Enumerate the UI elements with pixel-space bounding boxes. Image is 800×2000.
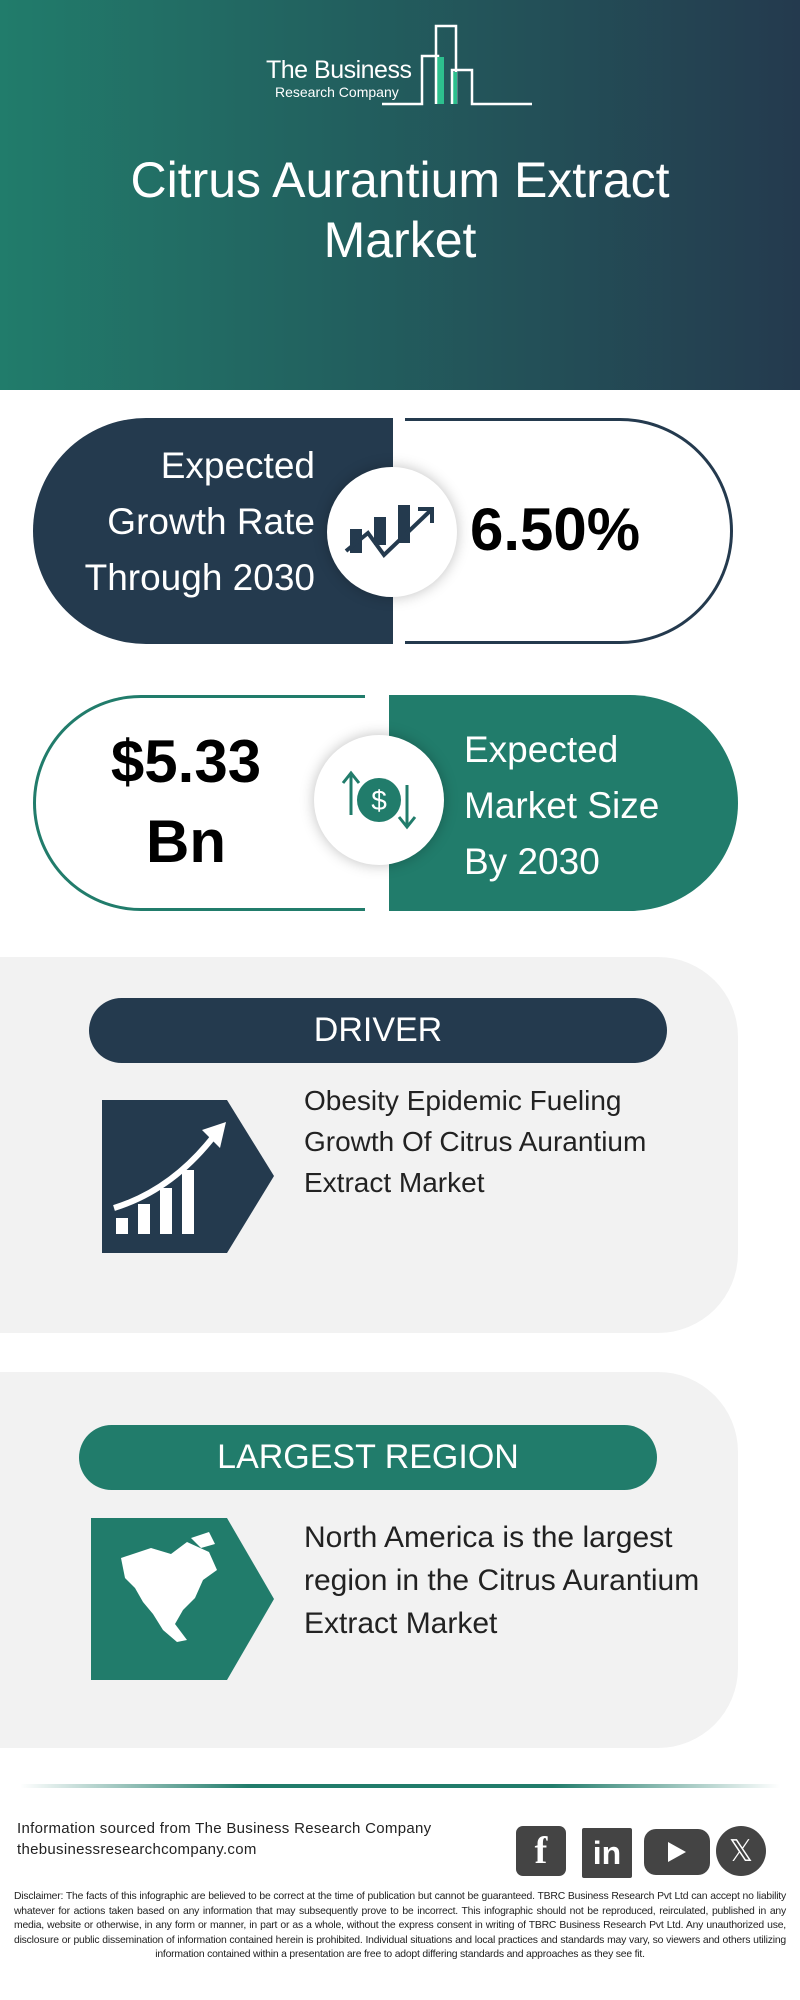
driver-text-line: Extract Market	[304, 1167, 485, 1198]
region-text-line: region in the Citrus Aurantium	[304, 1564, 700, 1597]
growth-chart-icon	[327, 467, 457, 597]
region-text: North America is the largest region in t…	[304, 1516, 699, 1645]
youtube-icon[interactable]	[644, 1829, 710, 1875]
svg-text:$: $	[371, 785, 387, 816]
region-heading: LARGEST REGION	[79, 1425, 657, 1490]
divider	[20, 1784, 780, 1788]
driver-heading: DRIVER	[89, 998, 667, 1063]
market-size-label: Expected Market Size By 2030	[464, 722, 659, 890]
facebook-icon[interactable]: f	[516, 1826, 566, 1876]
logo-text-line2: Research Company	[275, 84, 399, 100]
website-link[interactable]: thebusinessresearchcompany.com	[17, 1841, 257, 1858]
header-banner: The Business Research Company Citrus Aur…	[0, 0, 800, 390]
source-text: Information sourced from The Business Re…	[17, 1820, 432, 1837]
page-title: Citrus Aurantium Extract Market	[0, 150, 800, 270]
market-size-value-line: $5.33	[110, 728, 262, 795]
driver-text-line: Growth Of Citrus Aurantium	[304, 1126, 647, 1157]
rising-bars-icon	[102, 1100, 274, 1253]
market-size-unit: Bn	[146, 808, 226, 875]
title-line1: Citrus Aurantium Extract	[130, 152, 670, 208]
driver-text-line: Obesity Epidemic Fueling	[304, 1085, 622, 1116]
growth-rate-value: 6.50%	[470, 496, 641, 563]
growth-label-line: Expected	[160, 445, 315, 486]
logo-buildings-icon	[382, 24, 532, 106]
linkedin-icon[interactable]: in	[582, 1828, 632, 1878]
disclaimer: Disclaimer: The facts of this infographi…	[14, 1891, 786, 1960]
x-icon[interactable]: 𝕏	[716, 1826, 766, 1876]
region-text-line: North America is the largest	[304, 1521, 673, 1554]
growth-label: Expected Growth Rate Through 2030	[40, 438, 315, 606]
growth-value-panel	[405, 418, 733, 644]
market-size-label-line: Market Size	[464, 785, 660, 826]
market-size-value-panel	[33, 695, 365, 911]
dollar-exchange-icon: $	[314, 735, 444, 865]
source-info: Information sourced from The Business Re…	[17, 1818, 431, 1860]
growth-label-line: Growth Rate	[107, 501, 315, 542]
north-america-map-icon	[91, 1518, 274, 1680]
growth-label-line: Through 2030	[84, 557, 315, 598]
driver-text: Obesity Epidemic Fueling Growth Of Citru…	[304, 1080, 646, 1203]
logo-text-line1: The Business	[266, 56, 412, 84]
market-size-label-panel	[389, 695, 738, 911]
market-size-label-line: By 2030	[464, 841, 600, 882]
market-size-label-line: Expected	[464, 729, 619, 770]
title-line2: Market	[323, 212, 477, 268]
market-size-value: $5.33 Bn	[60, 722, 312, 882]
region-text-line: Extract Market	[304, 1607, 498, 1640]
